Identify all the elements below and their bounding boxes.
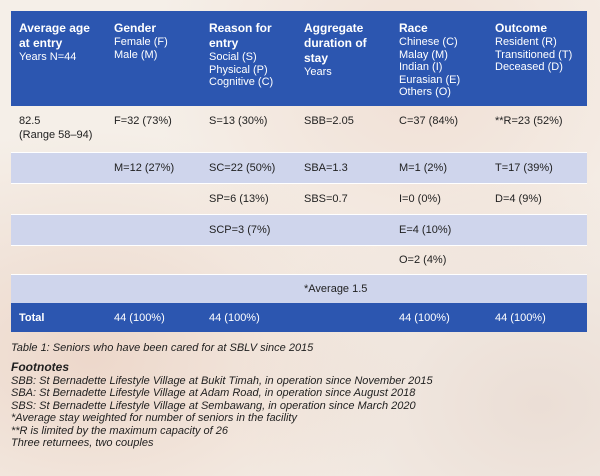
- seniors-table: Average age at entry Years N=44 Gender F…: [11, 11, 587, 332]
- total-duration: [296, 303, 391, 332]
- cell-reason: SCP=3 (7%): [201, 213, 296, 245]
- footnote-line: *Average stay weighted for number of sen…: [11, 412, 297, 424]
- cell-reason: [201, 273, 296, 303]
- cell-outcome: **R=23 (52%): [495, 115, 563, 127]
- cell-duration: SBS=0.7: [296, 182, 391, 214]
- cell-age: [11, 182, 106, 214]
- cell-age: [11, 151, 106, 183]
- cell-gender: [106, 244, 201, 274]
- header-gender: Gender Female (F) Male (M): [114, 21, 168, 61]
- footnote-line: Three returnees, two couples: [11, 437, 154, 449]
- footnote-line: SBS: St Bernadette Lifestyle Village at …: [11, 399, 416, 412]
- header-age: Average age at entry Years N=44: [19, 21, 90, 63]
- cell-outcome: D=4 (9%): [487, 182, 587, 214]
- table-row: SP=6 (13%) SBS=0.7 I=0 (0%) D=4 (9%): [11, 182, 587, 214]
- cell-age: 82.5 (Range 58–94): [19, 115, 93, 141]
- header-row: Average age at entry Years N=44 Gender F…: [11, 11, 587, 106]
- header-reason: Reason for entry Social (S) Physical (P)…: [209, 21, 274, 88]
- cell-outcome: T=17 (39%): [487, 151, 587, 183]
- table-row: O=2 (4%): [11, 244, 587, 274]
- cell-gender: M=12 (27%): [106, 151, 201, 183]
- cell-gender: [106, 182, 201, 214]
- cell-duration: SBB=2.05: [304, 115, 354, 127]
- table-row: SCP=3 (7%) E=4 (10%): [11, 213, 587, 245]
- cell-outcome: [487, 213, 587, 245]
- total-row: Total 44 (100%) 44 (100%) 44 (100%) 44 (…: [11, 303, 587, 332]
- footnote-line: SBA: St Bernadette Lifestyle Village at …: [11, 387, 416, 399]
- cell-outcome: [487, 244, 587, 274]
- footnotes: Footnotes SBB: St Bernadette Lifestyle V…: [11, 361, 433, 450]
- cell-race: E=4 (10%): [391, 213, 487, 245]
- cell-duration: [296, 213, 391, 245]
- header-duration: Aggregate duration of stay Years: [304, 21, 367, 78]
- cell-race: I=0 (0%): [391, 182, 487, 214]
- total-label: Total: [19, 311, 45, 324]
- cell-outcome: [487, 273, 587, 303]
- cell-age: [11, 213, 106, 245]
- cell-age: [11, 244, 106, 274]
- footnote-line: SBB: St Bernadette Lifestyle Village at …: [11, 374, 433, 387]
- header-outcome: Outcome Resident (R) Transitioned (T) De…: [495, 21, 573, 73]
- total-gender: 44 (100%): [114, 311, 165, 324]
- cell-reason: SC=22 (50%): [201, 151, 296, 183]
- footnote-line: **R is limited by the maximum capacity o…: [11, 424, 229, 437]
- table-caption: Table 1: Seniors who have been cared for…: [11, 342, 314, 354]
- table-row: 82.5 (Range 58–94) F=32 (73%) S=13 (30%)…: [11, 106, 587, 152]
- total-race: 44 (100%): [399, 311, 450, 324]
- table-row: *Average 1.5: [11, 273, 587, 303]
- cell-race: M=1 (2%): [391, 151, 487, 183]
- cell-reason: S=13 (30%): [209, 115, 268, 127]
- cell-gender: F=32 (73%): [114, 115, 172, 127]
- cell-race: C=37 (84%): [399, 115, 459, 127]
- cell-duration: [296, 244, 391, 274]
- total-reason: 44 (100%): [209, 311, 260, 324]
- cell-duration: SBA=1.3: [296, 151, 391, 183]
- cell-reason: SP=6 (13%): [201, 182, 296, 214]
- table-row: M=12 (27%) SC=22 (50%) SBA=1.3 M=1 (2%) …: [11, 151, 587, 183]
- footnotes-title: Footnotes: [11, 360, 69, 374]
- total-outcome: 44 (100%): [495, 311, 546, 324]
- header-race: Race Chinese (C) Malay (M) Indian (I) Eu…: [399, 21, 461, 98]
- cell-gender: [106, 273, 201, 303]
- cell-gender: [106, 213, 201, 245]
- cell-race: O=2 (4%): [391, 244, 487, 274]
- cell-age: [11, 273, 106, 303]
- cell-duration: *Average 1.5: [296, 273, 391, 303]
- cell-reason: [201, 244, 296, 274]
- cell-race: [391, 273, 487, 303]
